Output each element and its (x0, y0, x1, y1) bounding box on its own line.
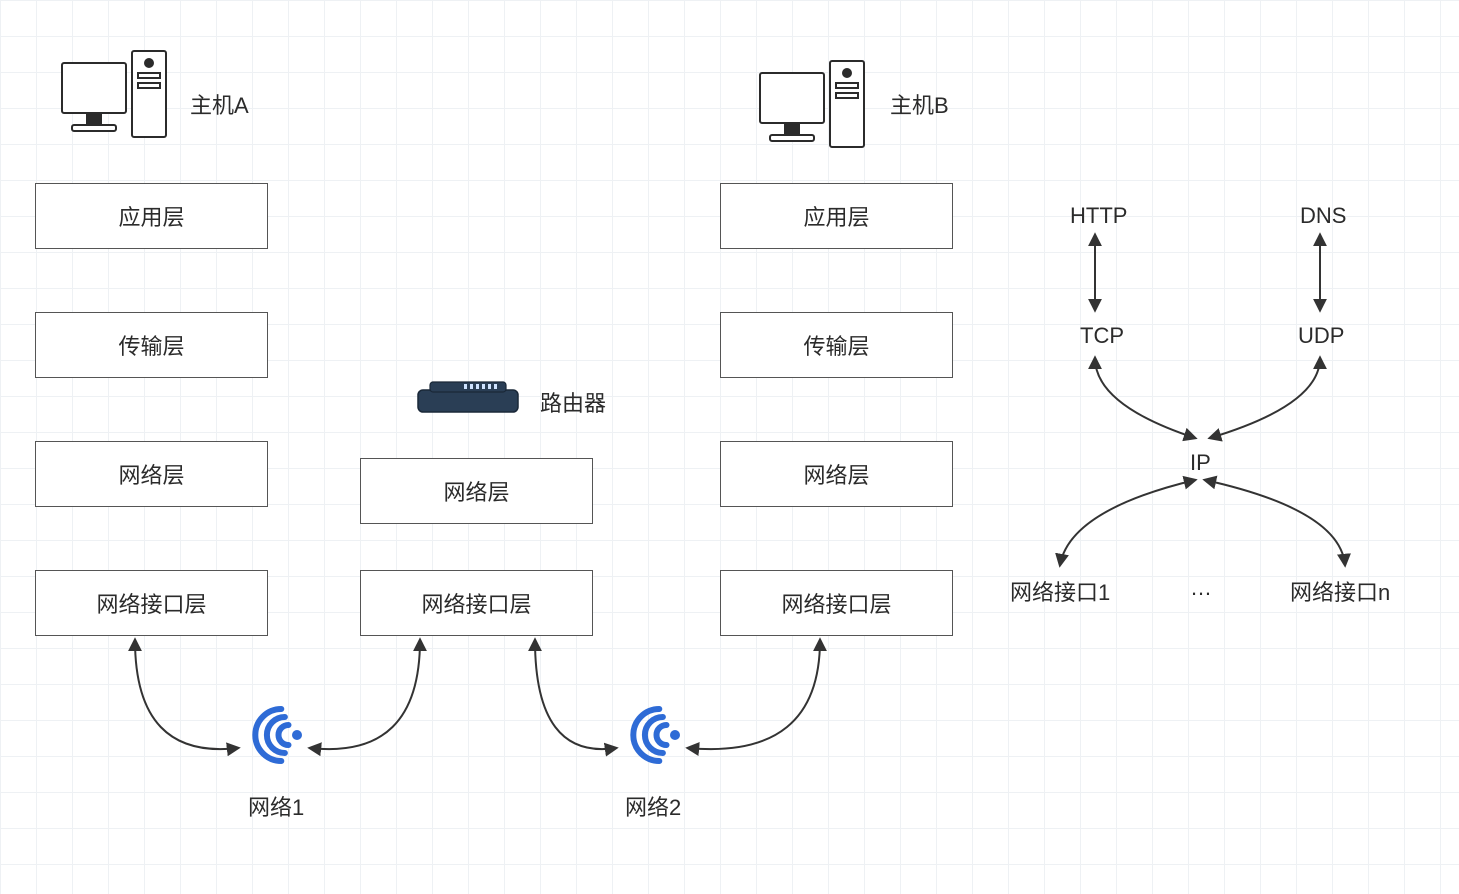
layer-label: 应用层 (118, 200, 184, 232)
network-1-label: 网络1 (248, 790, 304, 822)
host-b-transport-layer: 传输层 (720, 312, 953, 378)
netif-n: 网络接口n (1290, 575, 1390, 607)
proto-tcp: TCP (1080, 323, 1124, 349)
wifi-icon (255, 709, 302, 761)
host-b-title: 主机B (890, 88, 949, 120)
layer-label: 网络接口层 (781, 587, 891, 619)
proto-ip: IP (1190, 450, 1211, 476)
router-icon (418, 382, 518, 412)
computer-icon (760, 61, 864, 147)
router-netif-layer: 网络接口层 (360, 570, 593, 636)
host-b-app-layer: 应用层 (720, 183, 953, 249)
layer-label: 传输层 (803, 329, 869, 361)
host-a-title: 主机A (190, 88, 249, 120)
host-a-network-layer: 网络层 (35, 441, 268, 507)
proto-udp: UDP (1298, 323, 1344, 349)
layer-label: 网络层 (443, 475, 509, 507)
network-links (135, 640, 820, 749)
layer-label: 网络层 (803, 458, 869, 490)
layer-label: 应用层 (803, 200, 869, 232)
router-title: 路由器 (540, 386, 606, 418)
protocol-arrows (1095, 235, 1320, 310)
layer-label: 传输层 (118, 329, 184, 361)
netif-dots: … (1190, 575, 1212, 601)
network-2-label: 网络2 (625, 790, 681, 822)
layer-label: 网络层 (118, 458, 184, 490)
layer-label: 网络接口层 (421, 587, 531, 619)
host-b-netif-layer: 网络接口层 (720, 570, 953, 636)
host-a-transport-layer: 传输层 (35, 312, 268, 378)
router-network-layer: 网络层 (360, 458, 593, 524)
host-b-network-layer: 网络层 (720, 441, 953, 507)
host-a-netif-layer: 网络接口层 (35, 570, 268, 636)
proto-dns: DNS (1300, 203, 1346, 229)
netif-1: 网络接口1 (1010, 575, 1110, 607)
host-a-app-layer: 应用层 (35, 183, 268, 249)
proto-http: HTTP (1070, 203, 1127, 229)
wifi-icon (633, 709, 680, 761)
layer-label: 网络接口层 (96, 587, 206, 619)
computer-icon (62, 51, 166, 137)
